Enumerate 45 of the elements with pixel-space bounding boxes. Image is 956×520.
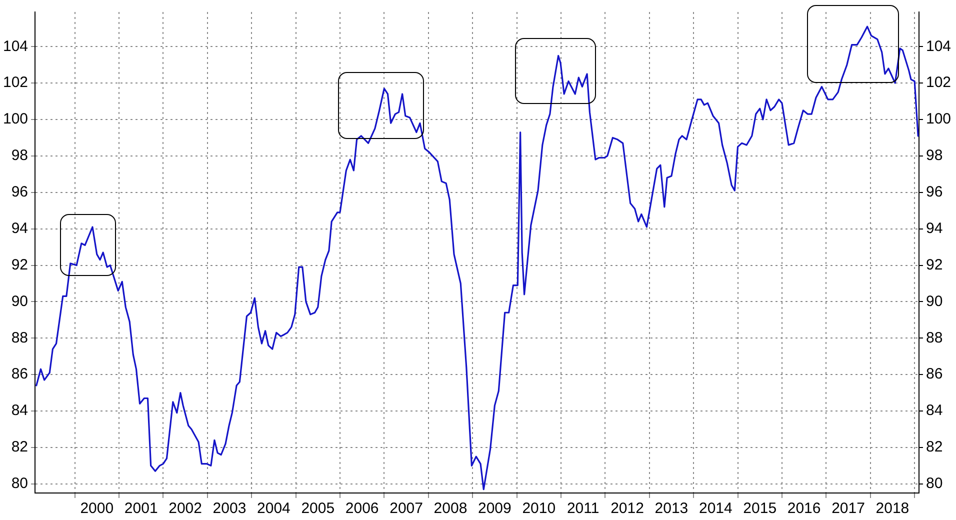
- y2-tick-label: 102: [926, 74, 952, 92]
- x-tick-label: 2014: [698, 500, 732, 518]
- x-tick-label: 2016: [787, 500, 821, 518]
- y-tick-label: 82: [11, 438, 28, 456]
- x-tick-label: 2010: [522, 500, 556, 518]
- y-tick-label: 90: [11, 292, 28, 310]
- x-tick-label: 2017: [832, 500, 865, 518]
- y2-tick-label: 90: [926, 292, 943, 310]
- y-tick-label: 96: [11, 184, 28, 201]
- x-tick-label: 2000: [80, 500, 114, 518]
- x-tick-label: 2003: [212, 500, 246, 518]
- x-tick-label: 2015: [743, 500, 777, 518]
- y-tick-label: 80: [11, 475, 28, 492]
- x-tick-label: 2018: [876, 500, 910, 518]
- x-tick-label: 2006: [345, 500, 379, 518]
- y2-tick-label: 104: [926, 38, 952, 55]
- x-tick-label: 2001: [124, 500, 158, 518]
- y-tick-label: 94: [11, 220, 28, 237]
- x-tick-label: 2012: [610, 500, 644, 518]
- y-tick-label: 104: [2, 38, 28, 55]
- y2-tick-label: 98: [926, 147, 943, 164]
- y2-tick-label: 94: [926, 220, 943, 237]
- y2-tick-label: 86: [926, 366, 943, 383]
- y2-tick-label: 96: [926, 184, 943, 201]
- x-tick-label: 2011: [566, 500, 600, 518]
- y2-tick-label: 80: [926, 475, 943, 492]
- x-tick-label: 2008: [434, 500, 468, 518]
- y-tick-label: 88: [11, 329, 28, 346]
- y2-tick-label: 92: [926, 256, 943, 274]
- y2-tick-label: 100: [926, 110, 952, 128]
- x-tick-label: 2013: [654, 500, 688, 518]
- y-tick-label: 92: [11, 256, 28, 274]
- x-tick-label: 2009: [478, 500, 512, 518]
- y-tick-label: 84: [11, 402, 28, 420]
- x-tick-label: 2004: [257, 500, 290, 518]
- y-tick-label: 86: [11, 366, 28, 383]
- y2-tick-label: 84: [926, 402, 943, 420]
- x-tick-label: 2002: [168, 500, 202, 518]
- y2-tick-label: 82: [926, 438, 943, 456]
- x-tick-label: 2007: [390, 500, 423, 518]
- y-tick-label: 98: [11, 147, 28, 164]
- y-tick-label: 102: [2, 74, 28, 92]
- y2-tick-label: 88: [926, 329, 943, 346]
- y-tick-label: 100: [2, 110, 28, 128]
- x-tick-label: 2005: [301, 500, 335, 518]
